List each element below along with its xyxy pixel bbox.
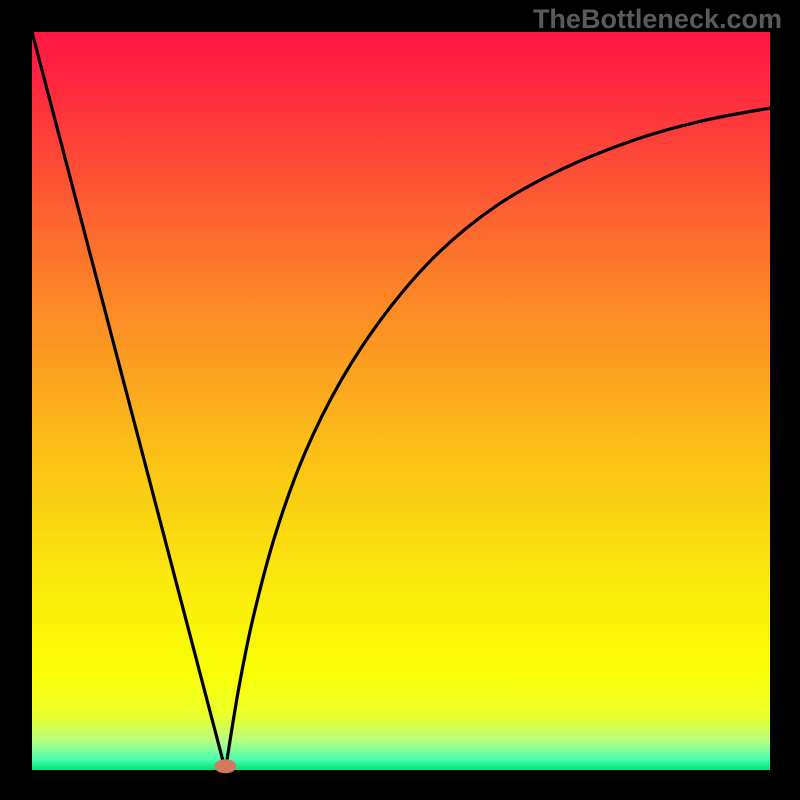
gradient-plot-area xyxy=(32,32,770,770)
watermark-text: TheBottleneck.com xyxy=(533,4,782,35)
chart-container: TheBottleneck.com xyxy=(0,0,800,800)
